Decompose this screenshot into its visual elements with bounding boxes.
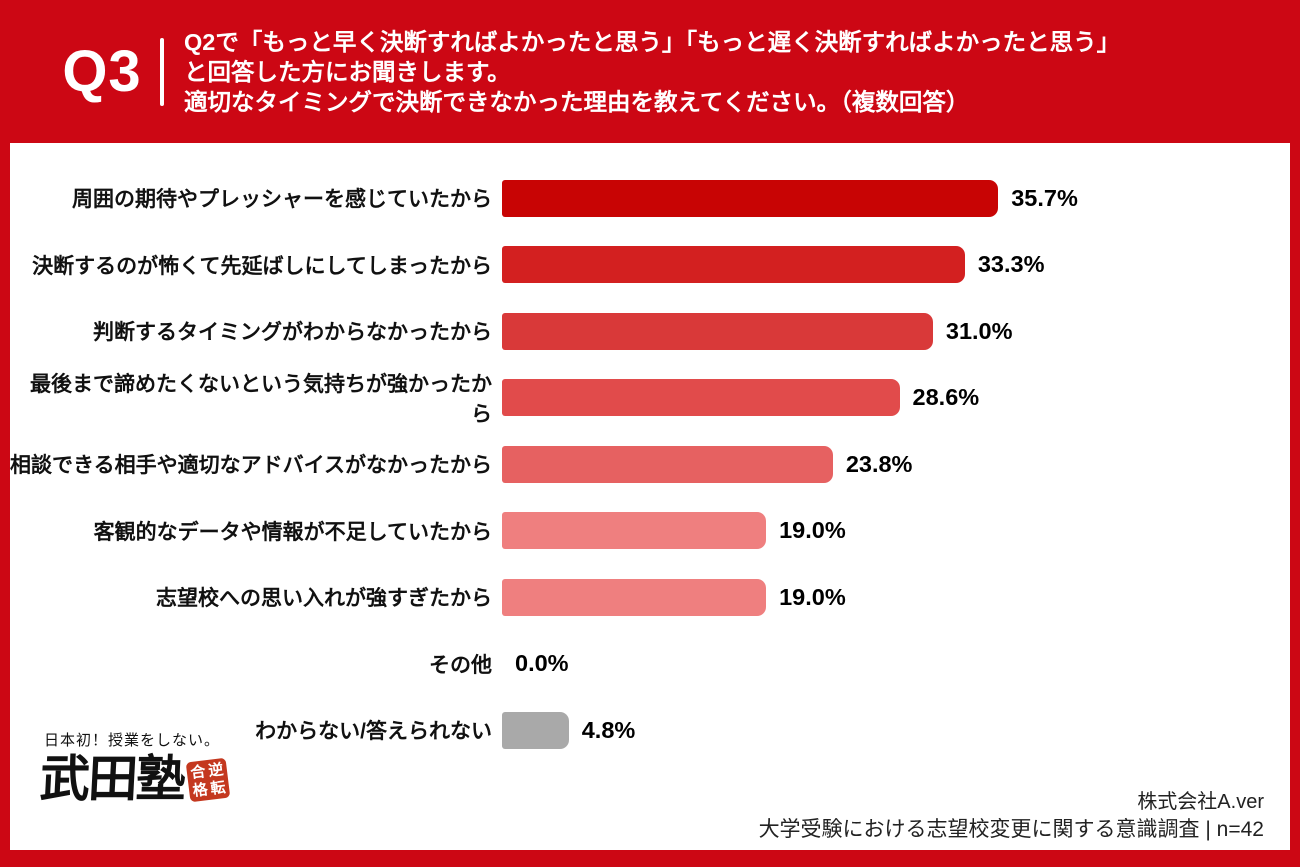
value-label: 28.6% [912, 384, 980, 411]
header-divider [160, 37, 164, 106]
chart-row: 判断するタイミングがわからなかったから 31.0% [10, 298, 1290, 365]
company-name: 株式会社A.ver [1137, 791, 1264, 813]
category-label: 志望校への思い入れが強すぎたから [156, 587, 492, 611]
chart-row: 最後まで諦めたくないという気持ちが強かったから 28.6% [10, 365, 1290, 432]
source-footer: 株式会社A.ver 大学受験における志望校変更に関する意識調査 | n=42 [759, 788, 1264, 844]
question-line-1: Q2で「もっと早く決断すればよかったと思う」「もっと遅く決断すればよかったと思う… [184, 28, 1121, 55]
bar [502, 578, 767, 616]
bar [502, 312, 933, 350]
seal-char: 逆 [207, 760, 225, 780]
category-label: その他 [429, 653, 492, 677]
value-label: 31.0% [945, 317, 1013, 344]
seal-char: 合 [189, 762, 207, 782]
bar [502, 379, 900, 417]
category-label: 客観的なデータや情報が不足していたから [93, 520, 492, 544]
logo-name: 武田塾 [38, 751, 186, 807]
bar [502, 445, 833, 483]
seal-char: 格 [191, 780, 209, 800]
bar [502, 179, 999, 217]
chart-row: 客観的なデータや情報が不足していたから 19.0% [10, 498, 1290, 565]
value-label: 33.3% [977, 251, 1045, 278]
bar [502, 512, 767, 550]
category-label: 最後まで諦めたくないという気持ちが強かったから [30, 372, 492, 426]
seal-char: 転 [209, 778, 227, 798]
bar [502, 711, 569, 749]
value-label: 19.0% [779, 583, 846, 610]
bar [502, 246, 965, 284]
category-label: 決断するのが怖くて先延ばしにしてしまったから [32, 254, 492, 278]
gyakuten-goukaku-seal: 合 逆 格 転 [185, 757, 231, 803]
value-label: 35.7% [1011, 184, 1078, 211]
takeda-juku-logo: 日本初！授業をしない。 武田塾 合 逆 格 転 [38, 729, 231, 807]
logo-tagline: 日本初！授業をしない。 [44, 733, 221, 749]
category-label: 周囲の期待やプレッシャーを感じていたから [72, 188, 492, 212]
value-label: 23.8% [845, 450, 913, 477]
chart-row: 相談できる相手や適切なアドバイスがなかったから 23.8% [10, 431, 1290, 498]
question-header: Q3 Q2で「もっと早く決断すればよかったと思う」「もっと遅く決断すればよかった… [0, 0, 1300, 143]
question-text: Q2で「もっと早く決断すればよかったと思う」「もっと遅く決断すればよかったと思う… [184, 27, 1120, 117]
value-label: 19.0% [779, 517, 846, 544]
question-line-3: 適切なタイミングで決断できなかった理由を教えてください。（複数回答） [184, 88, 970, 115]
value-label: 0.0% [515, 650, 569, 677]
chart-panel: 周囲の期待やプレッシャーを感じていたから 35.7% 決断するのが怖くて先延ばしにし… [10, 143, 1290, 850]
bar-chart: 周囲の期待やプレッシャーを感じていたから 35.7% 決断するのが怖くて先延ばしにし… [10, 143, 1290, 764]
chart-row: 周囲の期待やプレッシャーを感じていたから 35.7% [10, 165, 1290, 232]
value-label: 4.8% [581, 716, 636, 743]
chart-row: その他 0.0% [10, 631, 1290, 698]
category-label: 相談できる相手や適切なアドバイスがなかったから [10, 454, 492, 478]
chart-row: 決断するのが怖くて先延ばしにしてしまったから 33.3% [10, 232, 1290, 299]
chart-row: 志望校への思い入れが強すぎたから 19.0% [10, 564, 1290, 631]
category-label: わからない/答えられない [255, 720, 492, 744]
chart-row: わからない/答えられない 4.8% [10, 697, 1290, 764]
category-label: 判断するタイミングがわからなかったから [93, 321, 492, 345]
survey-title: 大学受験における志望校変更に関する意識調査 | n=42 [758, 818, 1264, 841]
question-line-2: と回答した方にお聞きします。 [184, 58, 511, 85]
question-number: Q3 [62, 39, 142, 104]
